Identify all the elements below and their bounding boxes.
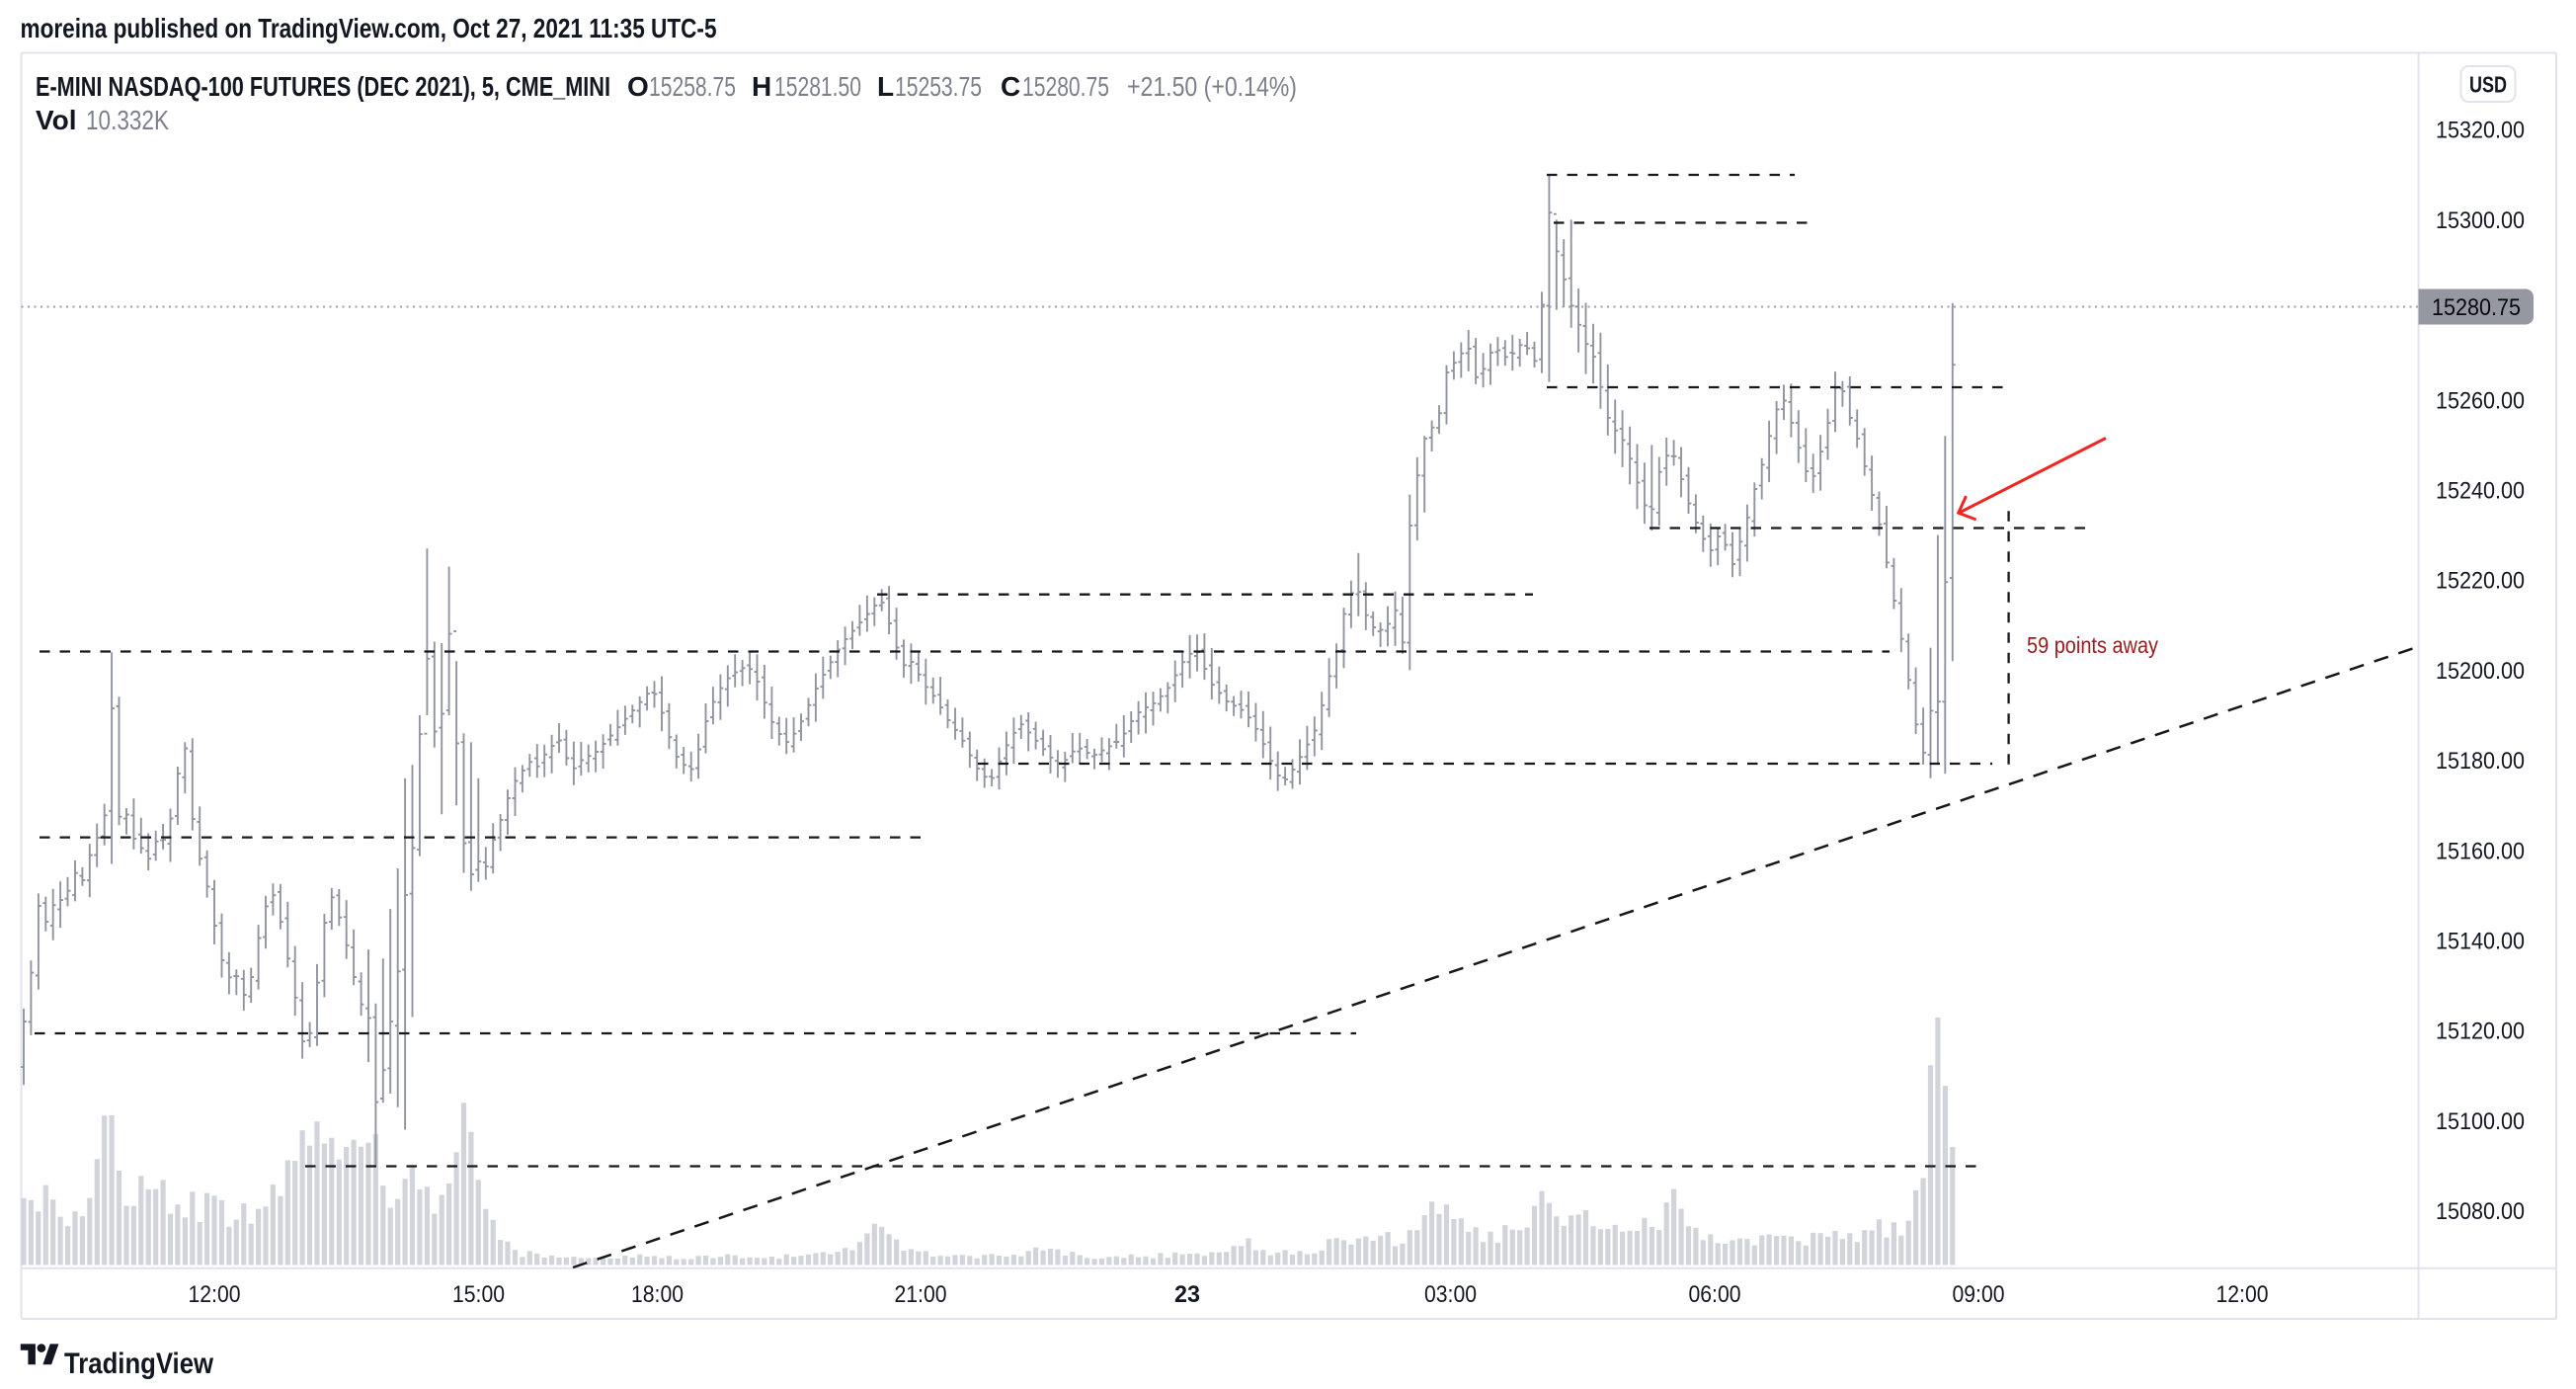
svg-text:H: H [752,71,771,102]
svg-text:15320.00: 15320.00 [2436,118,2525,144]
svg-text:15280.75: 15280.75 [1022,71,1109,102]
svg-text:moreina published on TradingVi: moreina published on TradingView.com, Oc… [21,13,717,43]
svg-text:C: C [1001,71,1020,102]
svg-text:15253.75: 15253.75 [895,71,982,102]
svg-text:03:00: 03:00 [1424,1281,1477,1308]
svg-text:15280.75: 15280.75 [2432,294,2521,321]
svg-text:59 points away: 59 points away [2027,632,2158,658]
svg-text:E-MINI NASDAQ-100 FUTURES (DEC: E-MINI NASDAQ-100 FUTURES (DEC 2021), 5,… [36,71,610,102]
svg-text:USD: USD [2469,72,2507,98]
svg-text:15220.00: 15220.00 [2436,568,2525,595]
svg-text:TradingView: TradingView [64,1348,214,1380]
svg-text:O: O [627,71,649,102]
svg-text:12:00: 12:00 [2216,1281,2269,1308]
svg-text:15258.75: 15258.75 [649,71,736,102]
svg-text:15200.00: 15200.00 [2436,658,2525,685]
svg-text:09:00: 09:00 [1953,1281,2005,1308]
svg-text:23: 23 [1174,1281,1200,1308]
svg-text:15100.00: 15100.00 [2436,1108,2525,1135]
svg-text:12:00: 12:00 [189,1281,241,1308]
svg-text:10.332K: 10.332K [86,105,169,135]
svg-text:15240.00: 15240.00 [2436,478,2525,505]
svg-text:L: L [877,71,894,102]
svg-text:15260.00: 15260.00 [2436,387,2525,414]
svg-text:+21.50 (+0.14%): +21.50 (+0.14%) [1127,71,1297,102]
svg-text:15080.00: 15080.00 [2436,1198,2525,1225]
svg-text:21:00: 21:00 [895,1281,947,1308]
svg-text:Vol: Vol [36,105,76,135]
svg-text:15300.00: 15300.00 [2436,207,2525,234]
svg-text:15281.50: 15281.50 [774,71,861,102]
svg-text:15120.00: 15120.00 [2436,1019,2525,1045]
svg-text:06:00: 06:00 [1689,1281,1741,1308]
svg-text:15:00: 15:00 [452,1281,505,1308]
svg-text:15180.00: 15180.00 [2436,748,2525,775]
svg-text:15160.00: 15160.00 [2436,838,2525,864]
svg-text:18:00: 18:00 [631,1281,684,1308]
svg-text:15140.00: 15140.00 [2436,929,2525,955]
